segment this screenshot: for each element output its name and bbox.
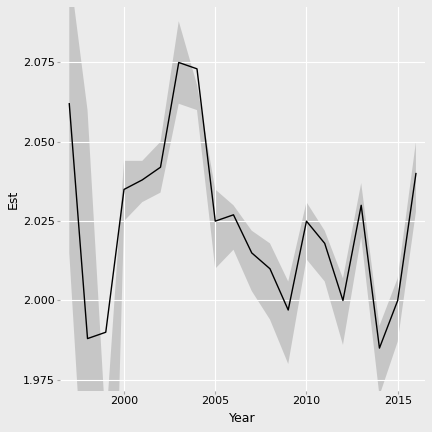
X-axis label: Year: Year — [229, 412, 256, 425]
Y-axis label: Est: Est — [7, 189, 20, 209]
